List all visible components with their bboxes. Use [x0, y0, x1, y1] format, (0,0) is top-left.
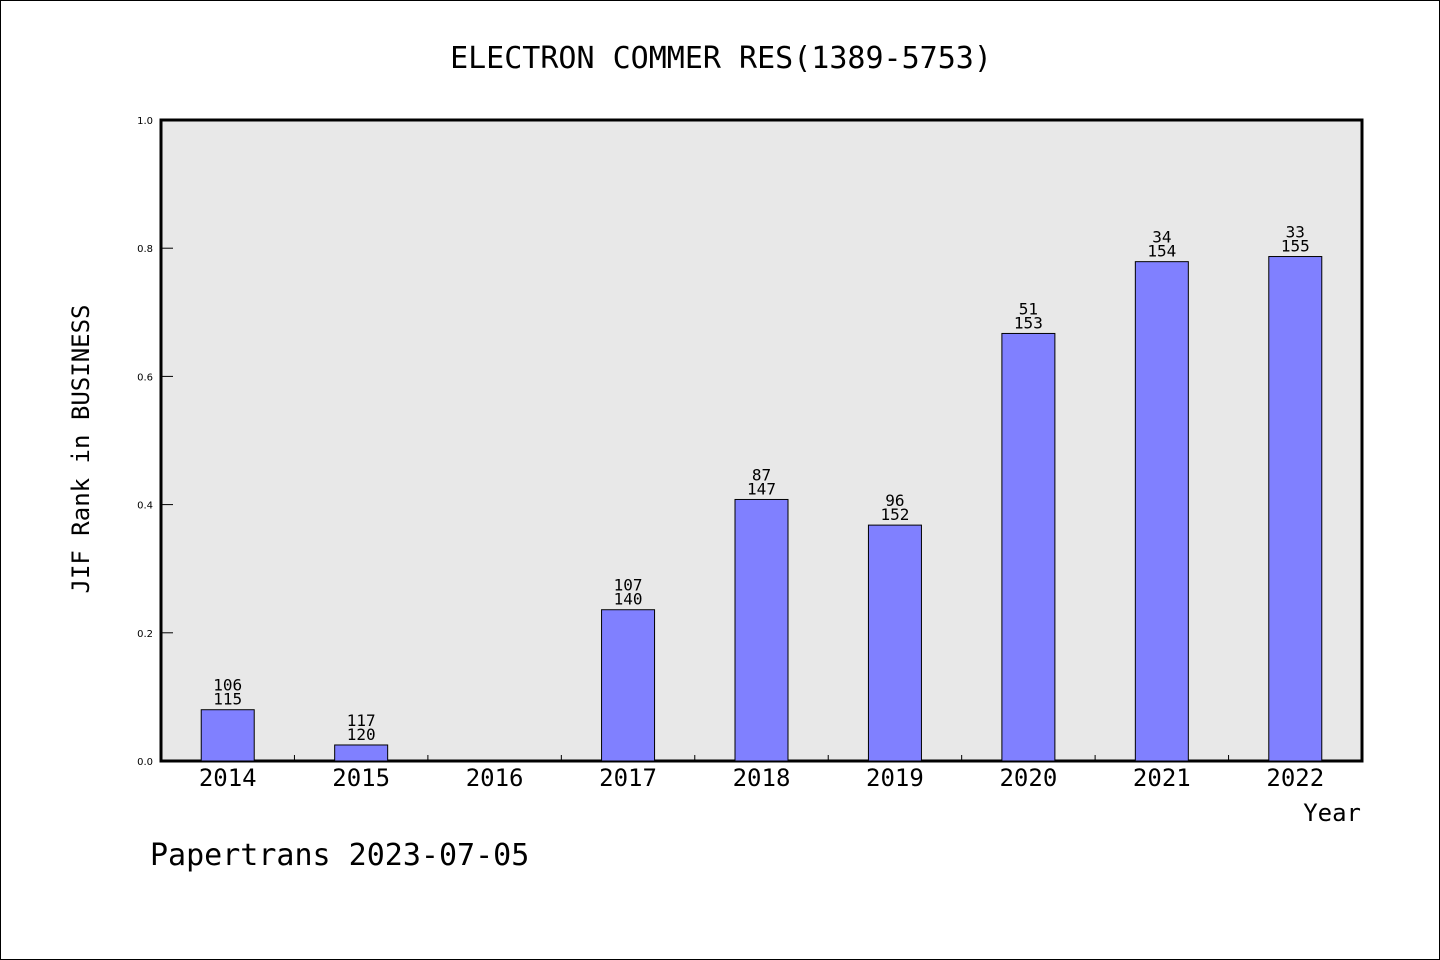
- rank-label: 51: [1019, 299, 1038, 318]
- total-label: 147: [747, 479, 776, 498]
- rank-label: 106: [213, 676, 242, 695]
- x-tick-label: 2020: [999, 764, 1057, 792]
- chart-title: ELECTRON COMMER RES(1389-5753): [450, 41, 992, 76]
- x-tick-label: 2018: [733, 764, 791, 792]
- y-tick-label: 1.0: [137, 116, 153, 127]
- y-tick-label: 0.6: [137, 372, 153, 383]
- total-label: 154: [1147, 242, 1176, 261]
- y-axis-label: JIF Rank in BUSINESS: [67, 305, 95, 594]
- bars-group: [200, 256, 1323, 762]
- total-label: 155: [1281, 237, 1310, 256]
- x-tick-label: 2019: [866, 764, 924, 792]
- bar: [1134, 261, 1189, 762]
- x-tick-label: 2017: [599, 764, 657, 792]
- x-tick-label: 2014: [199, 764, 257, 792]
- y-axis: 0.0 0.2 0.4 0.6 0.8 1.0: [137, 116, 173, 768]
- bar: [867, 524, 922, 762]
- total-label: 153: [1014, 313, 1043, 332]
- total-label: 140: [614, 590, 643, 609]
- bar: [1001, 332, 1056, 762]
- y-tick-label: 0.4: [137, 501, 153, 512]
- rank-label: 107: [614, 576, 643, 595]
- x-tick-label: 2021: [1133, 764, 1191, 792]
- rank-label: 33: [1286, 223, 1305, 242]
- x-tick-label: 2022: [1266, 764, 1324, 792]
- bar: [1268, 256, 1323, 762]
- y-tick-label: 0.8: [137, 244, 153, 255]
- total-label: 120: [347, 725, 376, 744]
- y-tick-label: 0.0: [137, 757, 153, 768]
- y-tick-label: 0.2: [137, 629, 153, 640]
- rank-label: 87: [752, 465, 771, 484]
- bar: [734, 498, 789, 762]
- x-axis-label: Year: [1303, 799, 1361, 827]
- bar: [200, 709, 255, 762]
- bar: [334, 744, 389, 762]
- total-label: 115: [213, 690, 242, 709]
- rank-label: 34: [1152, 228, 1171, 247]
- rank-label: 117: [347, 711, 376, 730]
- rank-label: 96: [885, 491, 904, 510]
- total-label: 152: [880, 505, 909, 524]
- x-tick-label: 2015: [332, 764, 390, 792]
- bar: [601, 609, 656, 762]
- x-tick-label: 2016: [466, 764, 524, 792]
- footer-watermark: Papertrans 2023-07-05: [150, 838, 529, 873]
- x-axis: 2014 2015 2016 2017 2018 2019 2020 2021 2022: [199, 755, 1324, 792]
